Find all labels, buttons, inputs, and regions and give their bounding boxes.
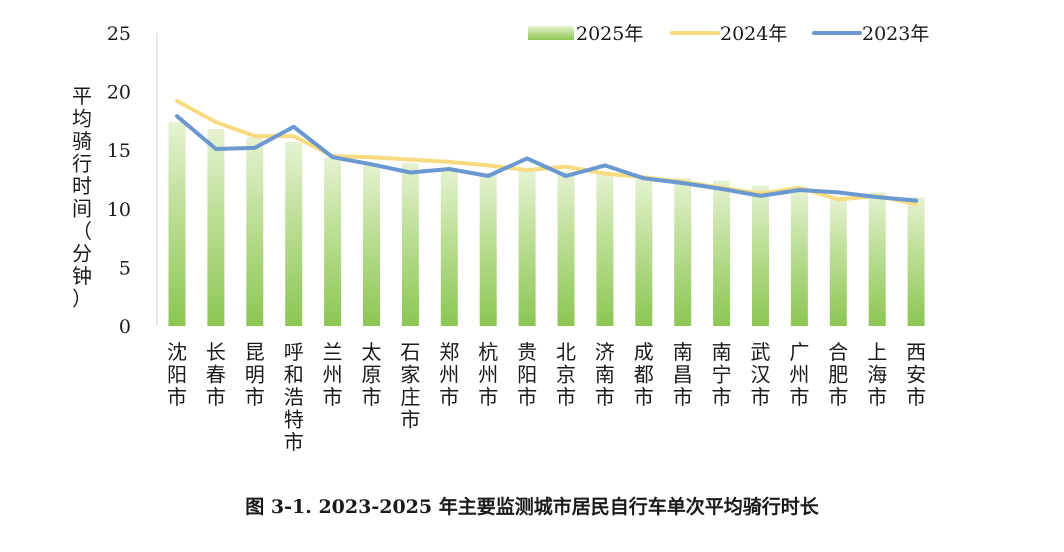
y-axis-title-char: （ — [72, 219, 92, 243]
bar — [168, 122, 186, 327]
bar — [829, 198, 847, 326]
legend-label: 2024年 — [720, 23, 787, 45]
x-tick-label: 昆明市 — [245, 340, 265, 409]
bar — [207, 129, 225, 326]
y-tick-label: 10 — [107, 199, 131, 221]
x-tick-label: 北京市 — [556, 340, 576, 409]
line-2023年 — [175, 114, 919, 203]
y-tick-label: 0 — [119, 316, 131, 338]
line-series — [175, 99, 919, 207]
y-axis-title-char: 钟 — [72, 264, 92, 288]
x-tick-label: 太原市 — [362, 340, 382, 409]
bar — [674, 178, 692, 326]
x-tick-label: 济南市 — [595, 340, 615, 409]
y-tick-label: 25 — [107, 23, 131, 45]
x-tick-label: 贵阳市 — [517, 340, 537, 409]
x-tick-label: 石家庄市 — [400, 340, 420, 432]
y-tick-label: 20 — [107, 82, 131, 104]
bar — [246, 137, 264, 326]
bar — [557, 171, 575, 326]
bar — [713, 180, 731, 326]
y-tick-label: 15 — [107, 140, 131, 162]
x-tick-label: 成都市 — [634, 340, 654, 409]
legend-label: 2023年 — [862, 23, 929, 45]
x-tick-label: 西安市 — [906, 340, 926, 409]
y-tick-label: 5 — [119, 257, 131, 279]
y-axis-title-char: 平 — [72, 84, 92, 108]
bar — [752, 185, 769, 326]
x-tick-label: 武汉市 — [751, 340, 771, 409]
x-tick-label: 南宁市 — [712, 340, 732, 409]
bar — [635, 178, 653, 326]
x-tick-label: 合肥市 — [828, 340, 848, 409]
bar — [440, 168, 458, 326]
x-tick-label: 南昌市 — [673, 340, 693, 409]
x-tick-label: 沈阳市 — [167, 340, 187, 409]
bar — [324, 157, 342, 326]
x-tick-label: 呼和浩特市 — [284, 340, 304, 454]
figure-caption: 图 3-1. 2023-2025 年主要监测城市居民自行车单次平均骑行时长 — [245, 496, 819, 518]
y-axis-title-char: 行 — [72, 152, 92, 176]
x-tick-label: 杭州市 — [478, 340, 498, 409]
y-axis-title-char: 骑 — [72, 129, 92, 153]
bar — [518, 171, 536, 326]
legend-swatch — [528, 26, 574, 40]
y-axis-title-char: 时 — [72, 174, 92, 198]
bar-series-2025 — [168, 122, 925, 327]
bar — [363, 163, 380, 326]
bar — [285, 141, 303, 326]
legend: 2025年 2024年 2023年 — [528, 23, 929, 45]
x-tick-label: 上海市 — [867, 340, 887, 409]
y-axis-title-char: 均 — [72, 107, 92, 131]
bar — [790, 188, 808, 326]
bar — [907, 197, 925, 326]
x-tick-label: 郑州市 — [439, 340, 459, 409]
bar — [401, 163, 419, 326]
bar — [479, 172, 497, 326]
y-axis-title-char: 间 — [72, 197, 92, 221]
x-axis-labels: 沈阳市长春市昆明市呼和浩特市兰州市太原市石家庄市郑州市杭州市贵阳市北京市济南市成… — [167, 340, 926, 454]
x-tick-label: 长春市 — [206, 340, 226, 409]
y-axis-title-char: ） — [72, 287, 92, 311]
legend-label: 2025年 — [576, 23, 643, 45]
bar — [596, 172, 614, 326]
bar — [868, 192, 886, 326]
x-tick-label: 广州市 — [789, 340, 809, 409]
y-axis: 0 5 10 15 20 25 — [107, 23, 158, 338]
x-tick-label: 兰州市 — [323, 340, 343, 409]
y-axis-title-char: 分 — [72, 242, 92, 266]
